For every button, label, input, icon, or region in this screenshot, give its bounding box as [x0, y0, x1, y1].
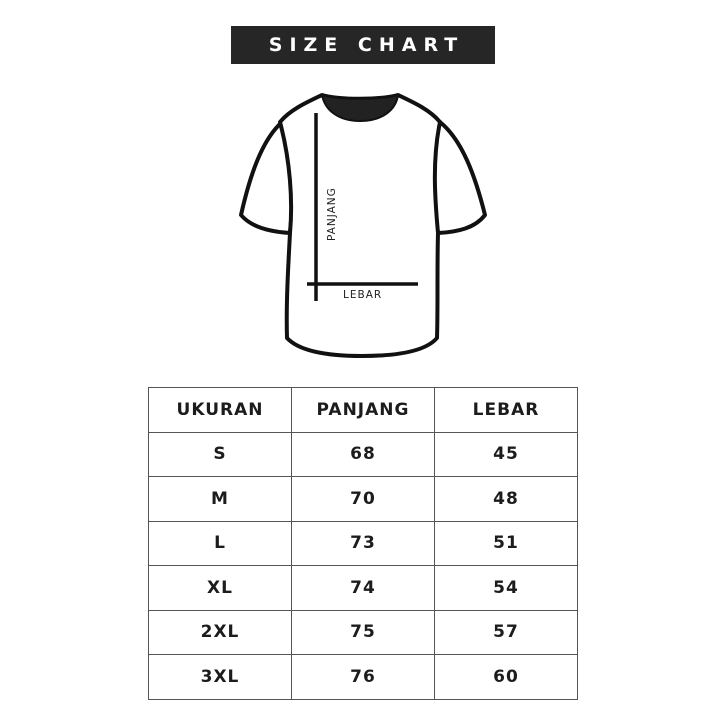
length-cell: 75: [291, 609, 435, 655]
size-cell: L: [148, 520, 292, 566]
header-size: UKURAN: [148, 387, 292, 433]
length-cell: 70: [291, 476, 435, 522]
width-cell: 45: [434, 431, 578, 477]
table-header-row: UKURAN PANJANG LEBAR: [148, 387, 578, 433]
width-cell: 51: [434, 520, 578, 566]
size-cell: 2XL: [148, 609, 292, 655]
size-table: UKURAN PANJANG LEBAR S 68 45 M 70 48 L 7…: [148, 387, 578, 700]
header-width: LEBAR: [434, 387, 578, 433]
length-cell: 73: [291, 520, 435, 566]
length-label: PANJANG: [326, 187, 338, 241]
table-row: L 73 51: [148, 520, 578, 566]
width-label: LEBAR: [343, 289, 382, 301]
table-row: S 68 45: [148, 431, 578, 477]
table-row: 3XL 76 60: [148, 654, 578, 700]
tshirt-diagram: PANJANG LEBAR: [239, 93, 487, 358]
size-cell: 3XL: [148, 654, 292, 700]
length-cell: 76: [291, 654, 435, 700]
right-sleeve: [431, 120, 487, 235]
size-cell: S: [148, 431, 292, 477]
size-cell: M: [148, 476, 292, 522]
length-cell: 74: [291, 565, 435, 611]
header-length: PANJANG: [291, 387, 435, 433]
width-cell: 48: [434, 476, 578, 522]
table-row: M 70 48: [148, 476, 578, 522]
size-cell: XL: [148, 565, 292, 611]
width-cell: 54: [434, 565, 578, 611]
collar: [320, 93, 400, 123]
size-chart-title: SIZE CHART: [231, 26, 495, 64]
length-cell: 68: [291, 431, 435, 477]
table-row: 2XL 75 57: [148, 609, 578, 655]
tshirt-body: [278, 93, 442, 358]
table-row: XL 74 54: [148, 565, 578, 611]
width-cell: 60: [434, 654, 578, 700]
width-cell: 57: [434, 609, 578, 655]
